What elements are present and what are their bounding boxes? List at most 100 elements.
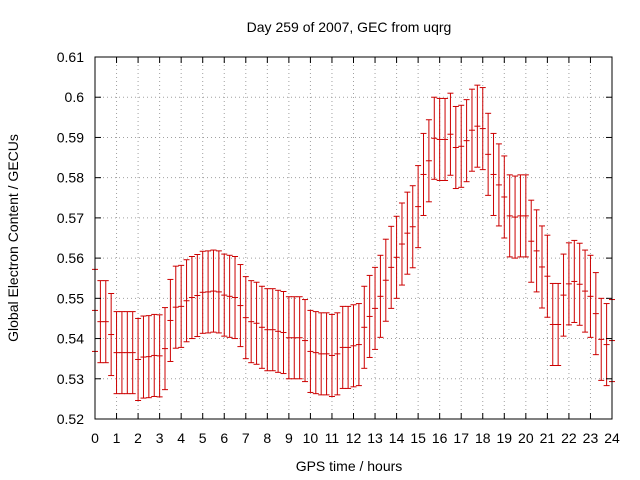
error-bar <box>458 104 465 188</box>
x-tick-label: 20 <box>518 430 534 446</box>
x-tick-label: 2 <box>134 430 142 446</box>
error-bar <box>463 99 470 183</box>
error-bar <box>361 285 368 369</box>
error-bar <box>151 313 158 397</box>
error-bar <box>248 280 255 364</box>
error-bar <box>334 312 341 396</box>
error-bar <box>199 250 206 334</box>
error-bar <box>495 143 502 227</box>
x-tick-label: 18 <box>475 430 491 446</box>
error-bar <box>291 296 298 380</box>
error-bar <box>582 249 589 333</box>
y-tick-label: 0.54 <box>57 331 84 347</box>
error-bar <box>140 315 147 399</box>
error-bar <box>544 234 551 318</box>
error-bar <box>226 254 233 338</box>
error-bar <box>506 174 513 258</box>
y-ticks: 0.52 0.53 0.54 0.55 0.56 0.57 0.58 0.59 0.6 0.61 <box>57 49 612 427</box>
error-bar <box>501 155 508 239</box>
x-tick-label: 8 <box>263 430 271 446</box>
error-bar <box>339 305 346 389</box>
error-bar <box>425 119 432 203</box>
y-tick-label: 0.53 <box>57 371 84 387</box>
y-tick-label: 0.52 <box>57 411 84 427</box>
error-bar <box>118 311 125 395</box>
error-bar <box>382 238 389 322</box>
error-bar <box>135 317 142 401</box>
error-bar <box>366 274 373 358</box>
x-tick-label: 16 <box>432 430 448 446</box>
x-tick-label: 11 <box>325 430 340 446</box>
error-bar <box>555 282 562 367</box>
x-tick-label: 5 <box>199 430 207 446</box>
error-bar <box>345 305 352 389</box>
error-bar <box>124 311 131 395</box>
error-bar <box>587 254 594 338</box>
error-bar <box>479 87 486 171</box>
error-bar <box>113 311 120 395</box>
error-bar <box>258 285 265 369</box>
error-bar <box>156 314 163 398</box>
error-bar <box>108 293 115 377</box>
error-bar <box>275 289 282 373</box>
y-tick-label: 0.6 <box>65 89 85 105</box>
error-bar <box>436 97 443 181</box>
error-bar <box>183 259 190 343</box>
y-tick-label: 0.59 <box>57 129 84 145</box>
error-bar <box>129 311 136 395</box>
x-ticks: 0 1 2 3 4 5 6 7 8 9 10 11 12 13 14 15 16 17 18 19 20 21 22 23 24 <box>91 57 620 446</box>
error-bar <box>296 296 303 380</box>
x-tick-label: 13 <box>367 430 383 446</box>
x-tick-label: 19 <box>497 430 513 446</box>
error-bar <box>420 132 427 216</box>
x-tick-label: 23 <box>583 430 599 446</box>
error-bar <box>237 264 244 348</box>
error-bar <box>372 266 379 350</box>
error-bar <box>571 239 578 323</box>
x-tick-label: 14 <box>389 430 405 446</box>
error-bar <box>409 185 416 269</box>
x-tick-label: 9 <box>285 430 293 446</box>
error-bar <box>221 253 228 337</box>
error-bar <box>565 242 572 326</box>
error-bar <box>485 112 492 196</box>
error-bars <box>92 84 615 401</box>
error-bar <box>598 297 605 381</box>
x-tick-label: 3 <box>156 430 164 446</box>
y-tick-label: 0.57 <box>57 210 84 226</box>
error-bar <box>522 174 529 258</box>
x-tick-label: 15 <box>410 430 426 446</box>
error-bar <box>178 264 185 348</box>
error-bar <box>355 303 362 387</box>
error-bar <box>490 132 497 216</box>
error-bar <box>280 290 287 375</box>
x-axis-label: GPS time / hours <box>296 458 403 474</box>
error-bar <box>517 174 524 258</box>
x-tick-label: 22 <box>561 430 577 446</box>
error-bar <box>512 175 519 259</box>
y-tick-label: 0.56 <box>57 250 84 266</box>
error-bar <box>318 312 325 396</box>
error-bar <box>162 307 169 391</box>
x-tick-label: 6 <box>220 430 228 446</box>
y-axis-label: Global Electron Content / GECUs <box>5 134 21 342</box>
error-bar <box>145 315 152 399</box>
error-bar <box>194 253 201 338</box>
x-tick-label: 21 <box>540 430 556 446</box>
error-bar <box>167 278 174 362</box>
y-tick-label: 0.58 <box>57 170 84 186</box>
error-bar <box>350 304 357 388</box>
y-tick-label: 0.55 <box>57 290 84 306</box>
error-bar <box>328 313 335 397</box>
error-bar <box>188 256 195 340</box>
error-bar <box>172 265 179 349</box>
error-bar <box>447 92 454 176</box>
error-bar <box>285 296 292 380</box>
x-tick-label: 10 <box>303 430 319 446</box>
error-bar <box>592 272 599 356</box>
error-bar <box>215 250 222 334</box>
error-bar <box>302 299 309 383</box>
error-bar <box>312 311 319 395</box>
error-bar <box>102 280 109 364</box>
